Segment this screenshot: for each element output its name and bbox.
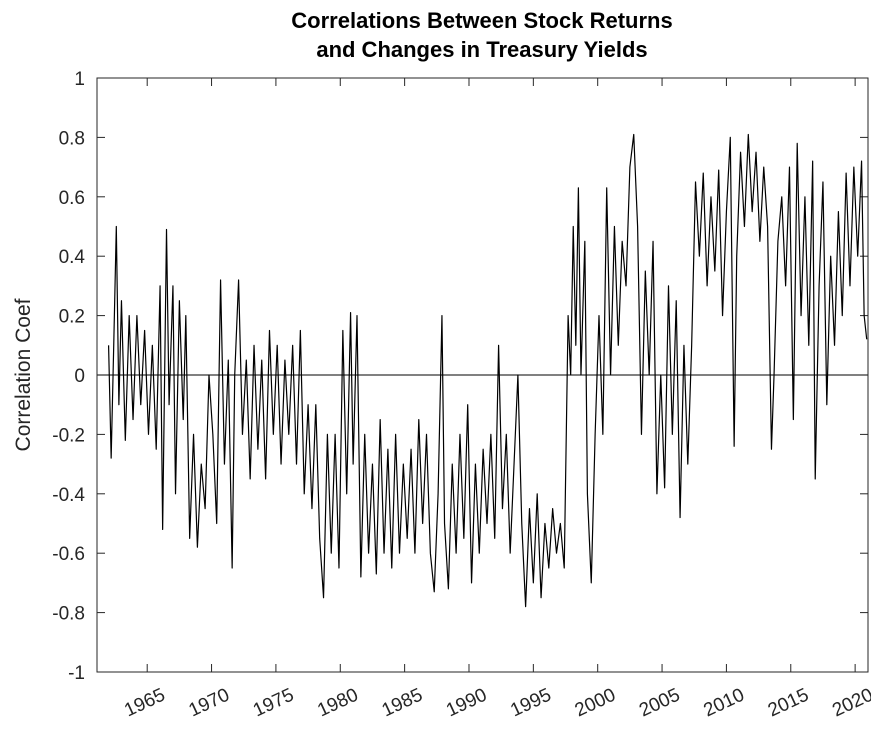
x-tick-label: 1985 — [379, 685, 426, 722]
x-tick-label: 2005 — [636, 685, 683, 722]
chart-title: Correlations Between Stock Returns — [291, 8, 672, 33]
y-tick-label: 0.2 — [59, 307, 85, 328]
data-line — [107, 133, 868, 608]
x-tick-label: 1970 — [186, 685, 233, 722]
x-tick-label: 2015 — [765, 685, 812, 722]
y-tick-label: 0.6 — [59, 188, 85, 209]
chart-title: and Changes in Treasury Yields — [316, 37, 647, 62]
x-tick-label: 1995 — [507, 685, 554, 722]
x-tick-label: 1980 — [314, 685, 361, 722]
x-tick-label: 2020 — [829, 685, 871, 722]
y-axis-label: Correlation Coef — [12, 298, 35, 451]
y-tick-label: 0 — [74, 366, 85, 387]
y-tick-label: -1 — [68, 663, 85, 684]
x-tick-label: 1975 — [250, 685, 297, 722]
plot-frame — [96, 77, 869, 673]
x-tick-label: 1965 — [121, 685, 168, 722]
y-tick-label: 0.4 — [59, 247, 86, 268]
y-tick-label: -0.4 — [52, 485, 85, 506]
x-tick-label: 1990 — [443, 685, 490, 722]
x-tick-label: 2000 — [572, 685, 619, 722]
x-tick-label: 2010 — [700, 685, 747, 722]
y-tick-label: -0.8 — [52, 604, 85, 625]
y-tick-label: 0.8 — [59, 128, 85, 149]
y-tick-label: -0.6 — [52, 544, 85, 565]
y-tick-label: 1 — [74, 69, 85, 90]
y-tick-label: -0.2 — [52, 425, 85, 446]
